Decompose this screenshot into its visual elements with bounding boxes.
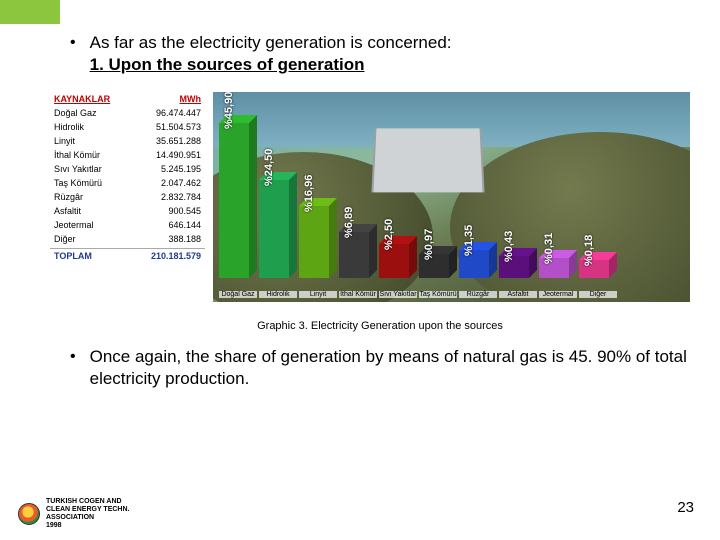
org-line: 1998 xyxy=(46,522,130,530)
th-c1: KAYNAKLAR xyxy=(54,94,110,104)
chart-bar: %2,50 xyxy=(379,244,417,278)
figure-caption: Graphic 3. Electricity Generation upon t… xyxy=(70,320,690,332)
chart-bar: %0,18 xyxy=(579,260,617,278)
table-row: İthal Kömür 14.490.951 xyxy=(50,148,205,162)
bar-percent-label: %16,96 xyxy=(303,175,315,212)
cell-mwh: 2.832.784 xyxy=(161,192,201,202)
cell-mwh: 2.047.462 xyxy=(161,178,201,188)
bullet-1-text: As far as the electricity generation is … xyxy=(90,32,452,76)
footer: TURKISH COGEN AND CLEAN ENERGY TECHN. AS… xyxy=(18,498,130,530)
table-row: Hidrolik 51.504.573 xyxy=(50,120,205,134)
chart-bar: %0,97 xyxy=(419,254,457,278)
cell-source: İthal Kömür xyxy=(54,150,100,160)
table-row: Doğal Gaz 96.474.447 xyxy=(50,106,205,120)
table-row: Taş Kömürü 2.047.462 xyxy=(50,176,205,190)
bar-chart: %45,90%24,50%16,96%6,89%2,50%0,97%1,35%0… xyxy=(213,122,690,302)
corner-accent xyxy=(0,0,60,24)
cell-mwh: 51.504.573 xyxy=(156,122,201,132)
bar-percent-label: %24,50 xyxy=(263,149,275,186)
page-number: 23 xyxy=(677,499,694,516)
axis-category-label: Doğal Gaz xyxy=(219,291,257,298)
table-row: Sıvı Yakıtlar 5.245.195 xyxy=(50,162,205,176)
bullet-marker: • xyxy=(70,346,76,390)
chart-bar: %6,89 xyxy=(339,232,377,278)
bar-percent-label: %1,35 xyxy=(463,225,475,256)
cell-source: Jeotermal xyxy=(54,220,94,230)
org-line: ASSOCIATION xyxy=(46,514,130,522)
chart-bar: %1,35 xyxy=(459,250,497,278)
axis-category-label: Taş Kömürü xyxy=(419,291,457,298)
bullet-1-line2: 1. Upon the sources of generation xyxy=(90,55,365,74)
cell-source: Diğer xyxy=(54,234,76,244)
bullet-marker: • xyxy=(70,32,76,76)
cell-mwh: 388.188 xyxy=(168,234,201,244)
slide-content: • As far as the electricity generation i… xyxy=(70,32,690,394)
tf-c1: TOPLAM xyxy=(54,251,92,261)
bar-percent-label: %0,97 xyxy=(423,229,435,260)
chart-bar: %0,43 xyxy=(499,256,537,278)
bullet-1-line1: As far as the electricity generation is … xyxy=(90,33,452,52)
source-table: KAYNAKLAR MWh Doğal Gaz 96.474.447 Hidroli… xyxy=(50,92,205,302)
bar-percent-label: %2,50 xyxy=(383,219,395,250)
cell-source: Sıvı Yakıtlar xyxy=(54,164,102,174)
axis-category-label: İthal Kömür xyxy=(339,291,377,298)
cell-source: Asfaltit xyxy=(54,206,81,216)
axis-category-label: Diğer xyxy=(579,291,617,298)
cell-mwh: 96.474.447 xyxy=(156,108,201,118)
table-row: Jeotermal 646.144 xyxy=(50,218,205,232)
axis-category-label: Rüzgâr xyxy=(459,291,497,298)
org-line: CLEAN ENERGY TECHN. xyxy=(46,506,130,514)
bullet-1: • As far as the electricity generation i… xyxy=(70,32,690,76)
chart-over-photo: %45,90%24,50%16,96%6,89%2,50%0,97%1,35%0… xyxy=(213,92,690,302)
axis-category-label: Sıvı Yakıtlar xyxy=(379,291,417,298)
axis-category-label: Asfaltit xyxy=(499,291,537,298)
cell-source: Hidrolik xyxy=(54,122,84,132)
table-header: KAYNAKLAR MWh xyxy=(50,92,205,106)
table-footer: TOPLAM 210.181.579 xyxy=(50,248,205,263)
table-row: Linyit 35.651.288 xyxy=(50,134,205,148)
chart-bar: %24,50 xyxy=(259,180,297,278)
bar-percent-label: %0,31 xyxy=(543,233,555,264)
chart-bar: %45,90 xyxy=(219,123,257,278)
bullet-2: • Once again, the share of generation by… xyxy=(70,346,690,390)
axis-labels: Doğal GazHidrolikLinyitİthal KömürSıvı Y… xyxy=(219,291,684,298)
axis-category-label: Hidrolik xyxy=(259,291,297,298)
cell-mwh: 14.490.951 xyxy=(156,150,201,160)
chart-bar: %0,31 xyxy=(539,258,577,278)
association-name: TURKISH COGEN AND CLEAN ENERGY TECHN. AS… xyxy=(46,498,130,530)
table-row: Diğer 388.188 xyxy=(50,232,205,246)
figure-area: KAYNAKLAR MWh Doğal Gaz 96.474.447 Hidroli… xyxy=(50,92,690,302)
bar-percent-label: %6,89 xyxy=(343,207,355,238)
tf-c2: 210.181.579 xyxy=(151,251,201,261)
bar-percent-label: %0,43 xyxy=(503,231,515,262)
bar-percent-label: %0,18 xyxy=(583,235,595,266)
cell-mwh: 646.144 xyxy=(168,220,201,230)
cell-source: Taş Kömürü xyxy=(54,178,102,188)
bullet-2-text: Once again, the share of generation by m… xyxy=(90,346,690,390)
cell-mwh: 900.545 xyxy=(168,206,201,216)
cell-mwh: 5.245.195 xyxy=(161,164,201,174)
association-logo-icon xyxy=(18,503,40,525)
cell-mwh: 35.651.288 xyxy=(156,136,201,146)
bar-percent-label: %45,90 xyxy=(223,92,235,129)
org-line: TURKISH COGEN AND xyxy=(46,498,130,506)
cell-source: Rüzgâr xyxy=(54,192,83,202)
cell-source: Doğal Gaz xyxy=(54,108,97,118)
axis-category-label: Linyit xyxy=(299,291,337,298)
table-row: Rüzgâr 2.832.784 xyxy=(50,190,205,204)
table-row: Asfaltit 900.545 xyxy=(50,204,205,218)
chart-bar: %16,96 xyxy=(299,206,337,278)
axis-category-label: Jeotermal xyxy=(539,291,577,298)
cell-source: Linyit xyxy=(54,136,75,146)
th-c2: MWh xyxy=(180,94,202,104)
